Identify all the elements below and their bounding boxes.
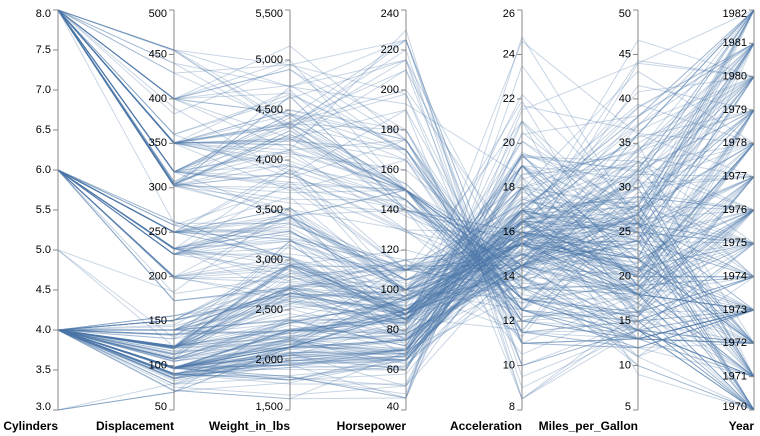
tick-label: 3,000	[255, 254, 283, 266]
tick-label: 120	[381, 244, 399, 256]
tick-label: 40	[387, 401, 399, 413]
tick-label: 180	[381, 124, 399, 136]
tick-label: 3,500	[255, 204, 283, 216]
axis-title: Displacement	[96, 419, 174, 433]
axis-title: Cylinders	[3, 419, 58, 433]
tick-label: 60	[387, 364, 399, 376]
tick-label: 8	[509, 401, 515, 413]
axis-title: Acceleration	[450, 419, 522, 433]
tick-label: 6.0	[36, 164, 51, 176]
tick-label: 24	[503, 48, 515, 60]
tick-label: 350	[149, 137, 167, 149]
tick-label: 3.0	[36, 401, 51, 413]
tick-label: 50	[155, 401, 167, 413]
tick-label: 300	[149, 182, 167, 194]
tick-label: 200	[381, 84, 399, 96]
tick-label: 500	[149, 8, 167, 20]
tick-label: 1978	[723, 137, 747, 149]
tick-label: 1980	[723, 71, 747, 83]
tick-label: 1,500	[255, 401, 283, 413]
tick-label: 160	[381, 164, 399, 176]
tick-label: 140	[381, 204, 399, 216]
tick-label: 80	[387, 324, 399, 336]
tick-label: 7.0	[36, 84, 51, 96]
axis-title: Miles_per_Gallon	[539, 419, 638, 433]
tick-label: 14	[503, 271, 515, 283]
axis-year: 1970 1971 1972 1973 1974 1975 1976 1977 1978 1979…	[723, 8, 755, 433]
tick-label: 5,000	[255, 54, 283, 66]
tick-label: 3.5	[36, 364, 51, 376]
tick-label: 40	[619, 93, 631, 105]
axes: 3.0 3.5 4.0 4.5 5.0 5.5 6.0 6.5 7.0 7.5 8.0 Cylinde…	[3, 8, 755, 433]
tick-label: 1971	[723, 371, 747, 383]
tick-label: 1974	[723, 271, 747, 283]
tick-label: 35	[619, 137, 631, 149]
tick-label: 1979	[723, 104, 747, 116]
tick-label: 30	[619, 182, 631, 194]
tick-label: 1975	[723, 237, 747, 249]
tick-label: 1981	[723, 37, 747, 49]
tick-label: 220	[381, 44, 399, 56]
tick-label: 8.0	[36, 8, 51, 20]
tick-label: 16	[503, 226, 515, 238]
tick-label: 7.5	[36, 44, 51, 56]
tick-label: 25	[619, 226, 631, 238]
tick-label: 1972	[723, 337, 747, 349]
tick-label: 10	[503, 359, 515, 371]
tick-label: 26	[503, 8, 515, 20]
tick-label: 1976	[723, 204, 747, 216]
tick-label: 100	[149, 359, 167, 371]
tick-label: 18	[503, 182, 515, 194]
tick-label: 450	[149, 48, 167, 60]
tick-label: 240	[381, 8, 399, 20]
tick-label: 4,500	[255, 104, 283, 116]
tick-label: 15	[619, 315, 631, 327]
tick-label: 10	[619, 359, 631, 371]
axis-title: Horsepower	[337, 419, 407, 433]
tick-label: 250	[149, 226, 167, 238]
tick-label: 4,000	[255, 154, 283, 166]
tick-label: 4.5	[36, 284, 51, 296]
tick-label: 12	[503, 315, 515, 327]
axis-title: Weight_in_lbs	[209, 419, 290, 433]
tick-label: 2,500	[255, 304, 283, 316]
tick-label: 400	[149, 93, 167, 105]
axis-title: Year	[729, 419, 755, 433]
tick-label: 1973	[723, 304, 747, 316]
tick-label: 5.5	[36, 204, 51, 216]
tick-label: 50	[619, 8, 631, 20]
axis-displacement: 50 100 150 200 250 300 350 400 450 500 Displacemen…	[96, 8, 175, 433]
tick-label: 5.0	[36, 244, 51, 256]
axis-horsepower: 40 60 80 100 120 140 160 180 200 220 240 Horsepower	[337, 8, 407, 433]
tick-label: 1982	[723, 8, 747, 20]
tick-label: 20	[503, 137, 515, 149]
tick-label: 5,500	[255, 8, 283, 20]
tick-label: 6.5	[36, 124, 51, 136]
tick-label: 5	[625, 401, 631, 413]
tick-label: 1970	[723, 401, 747, 413]
axis-acceleration: 8 10 12 14 16 18 20 22 24 26 Acceleration	[450, 8, 523, 433]
tick-label: 20	[619, 271, 631, 283]
axis-cylinders: 3.0 3.5 4.0 4.5 5.0 5.5 6.0 6.5 7.0 7.5 8.0 Cylinde…	[3, 8, 59, 433]
tick-label: 1977	[723, 171, 747, 183]
axis-weight-in-lbs: 1,500 2,000 2,500 3,000 3,500 4,000 4,500 5,000…	[209, 8, 291, 433]
tick-label: 2,000	[255, 354, 283, 366]
tick-label: 22	[503, 93, 515, 105]
tick-label: 200	[149, 271, 167, 283]
tick-label: 45	[619, 48, 631, 60]
tick-label: 150	[149, 315, 167, 327]
tick-label: 4.0	[36, 324, 51, 336]
tick-label: 100	[381, 284, 399, 296]
axis-miles-per-gallon: 5 10 15 20 25 30 35 40 45 50 Miles_per_Gallon	[539, 8, 639, 433]
